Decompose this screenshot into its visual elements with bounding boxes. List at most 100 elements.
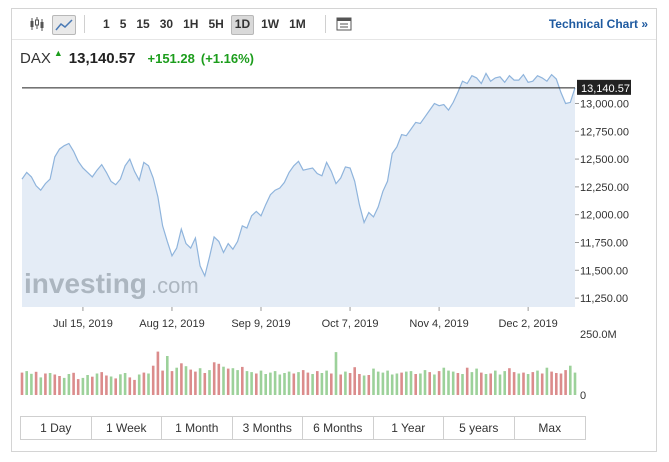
volume-bar <box>231 368 235 395</box>
date-tick-label: Aug 12, 2019 <box>139 318 204 330</box>
volume-bar <box>414 374 417 395</box>
investing-watermark: investing .com <box>24 268 199 299</box>
interval-15[interactable]: 15 <box>136 17 150 31</box>
volume-bar <box>217 363 221 395</box>
volume-bar <box>536 370 539 395</box>
volume-bar <box>461 374 464 395</box>
volume-bar <box>390 374 394 395</box>
date-tick-label: Sep 9, 2019 <box>231 318 290 330</box>
quote-header: DAX ▲ 13,140.57 +151.28 (+1.16%) <box>20 48 254 67</box>
interval-1w[interactable]: 1W <box>261 17 280 31</box>
volume-bar <box>409 371 413 395</box>
volume-bar <box>269 372 272 395</box>
range-1-month[interactable]: 1 Month <box>162 417 233 439</box>
volume-bar <box>30 373 33 395</box>
range-1-year[interactable]: 1 Year <box>374 417 444 439</box>
interval-5[interactable]: 5 <box>119 17 127 31</box>
volume-bar <box>395 373 399 395</box>
interval-1h[interactable]: 1H <box>183 17 199 31</box>
range-1-week[interactable]: 1 Week <box>92 417 162 439</box>
range-5-years[interactable]: 5 years <box>444 417 515 439</box>
volume-bar <box>212 362 216 395</box>
volume-bar <box>526 374 530 395</box>
volume-bar <box>437 371 441 395</box>
range-3-months[interactable]: 3 Months <box>233 417 303 439</box>
volume-bars <box>20 351 577 395</box>
volume-bar <box>564 370 567 395</box>
volume-bar <box>198 368 202 395</box>
price-change-percent: (+1.16%) <box>200 51 254 66</box>
date-tick-label: Jul 15, 2019 <box>53 318 113 330</box>
volume-bar <box>166 356 169 395</box>
price-chart: investing .com 13,140.57 13,000.00 12,750… <box>20 72 631 402</box>
volume-bar <box>180 363 183 395</box>
volume-bar <box>517 373 521 395</box>
price-tick-label: 12,500.00 <box>580 154 629 166</box>
volume-bar <box>76 379 80 395</box>
volume-bar <box>320 373 324 395</box>
volume-bar <box>58 376 61 395</box>
volume-bar <box>39 377 43 395</box>
interval-1m[interactable]: 1M <box>289 17 306 31</box>
interval-1[interactable]: 1 <box>103 17 110 31</box>
volume-bar <box>381 372 385 395</box>
volume-bar <box>203 373 207 395</box>
volume-bar <box>128 377 132 395</box>
volume-bar <box>175 367 178 395</box>
price-area-fill <box>22 73 575 308</box>
technical-chart-link[interactable]: Technical Chart » <box>548 17 648 31</box>
volume-bar <box>161 370 164 395</box>
volume-bar <box>301 370 305 395</box>
price-area <box>21 72 576 308</box>
volume-bar <box>451 371 455 395</box>
volume-bar <box>20 372 24 395</box>
volume-bar <box>362 375 366 395</box>
volume-bar <box>442 367 446 395</box>
interval-30[interactable]: 30 <box>159 17 174 31</box>
candlestick-icon[interactable] <box>28 15 46 33</box>
volume-bar <box>278 374 282 395</box>
volume-bar <box>189 369 192 395</box>
last-price: 13,140.57 <box>68 50 136 67</box>
volume-bar <box>550 371 553 395</box>
volume-bar <box>447 370 450 395</box>
current-price-label: 13,140.57 <box>581 83 630 95</box>
price-change: +151.28 <box>147 51 195 66</box>
volume-bar <box>470 372 474 395</box>
range-1-day[interactable]: 1 Day <box>21 417 92 439</box>
interval-5h[interactable]: 5H <box>208 17 224 31</box>
volume-bar <box>372 368 375 395</box>
interval-1d[interactable]: 1D <box>230 15 255 35</box>
volume-bar <box>72 372 75 395</box>
volume-bar <box>573 372 577 395</box>
range-max[interactable]: Max <box>538 421 562 435</box>
volume-bar <box>348 373 352 395</box>
volume-bar <box>95 373 99 395</box>
volume-bar <box>62 377 66 395</box>
volume-bar <box>494 370 497 395</box>
price-tick-label: 12,250.00 <box>580 182 629 194</box>
settings-panel-icon[interactable] <box>335 15 353 33</box>
volume-bar <box>137 374 141 395</box>
price-tick-label: 11,750.00 <box>580 237 628 249</box>
volume-bar <box>194 371 197 395</box>
volume-bar <box>273 371 277 395</box>
watermark-suffix: .com <box>151 273 199 298</box>
volume-bar <box>100 372 103 395</box>
volume-bar <box>419 373 422 395</box>
volume-bar <box>358 374 361 395</box>
volume-bar <box>339 374 342 395</box>
volume-bar <box>423 370 427 395</box>
volume-bar <box>86 375 89 395</box>
volume-bar <box>334 352 338 395</box>
line-chart-icon[interactable] <box>52 15 76 35</box>
volume-bar <box>330 373 333 395</box>
price-tick-label: 13,000.00 <box>580 98 629 110</box>
volume-bar <box>316 371 319 395</box>
volume-bar <box>386 370 389 395</box>
volume-bar <box>67 374 71 395</box>
volume-bar <box>259 370 263 395</box>
range-6-months[interactable]: 6 Months <box>303 417 374 439</box>
volume-bar <box>236 370 239 395</box>
volume-bar <box>555 373 558 395</box>
